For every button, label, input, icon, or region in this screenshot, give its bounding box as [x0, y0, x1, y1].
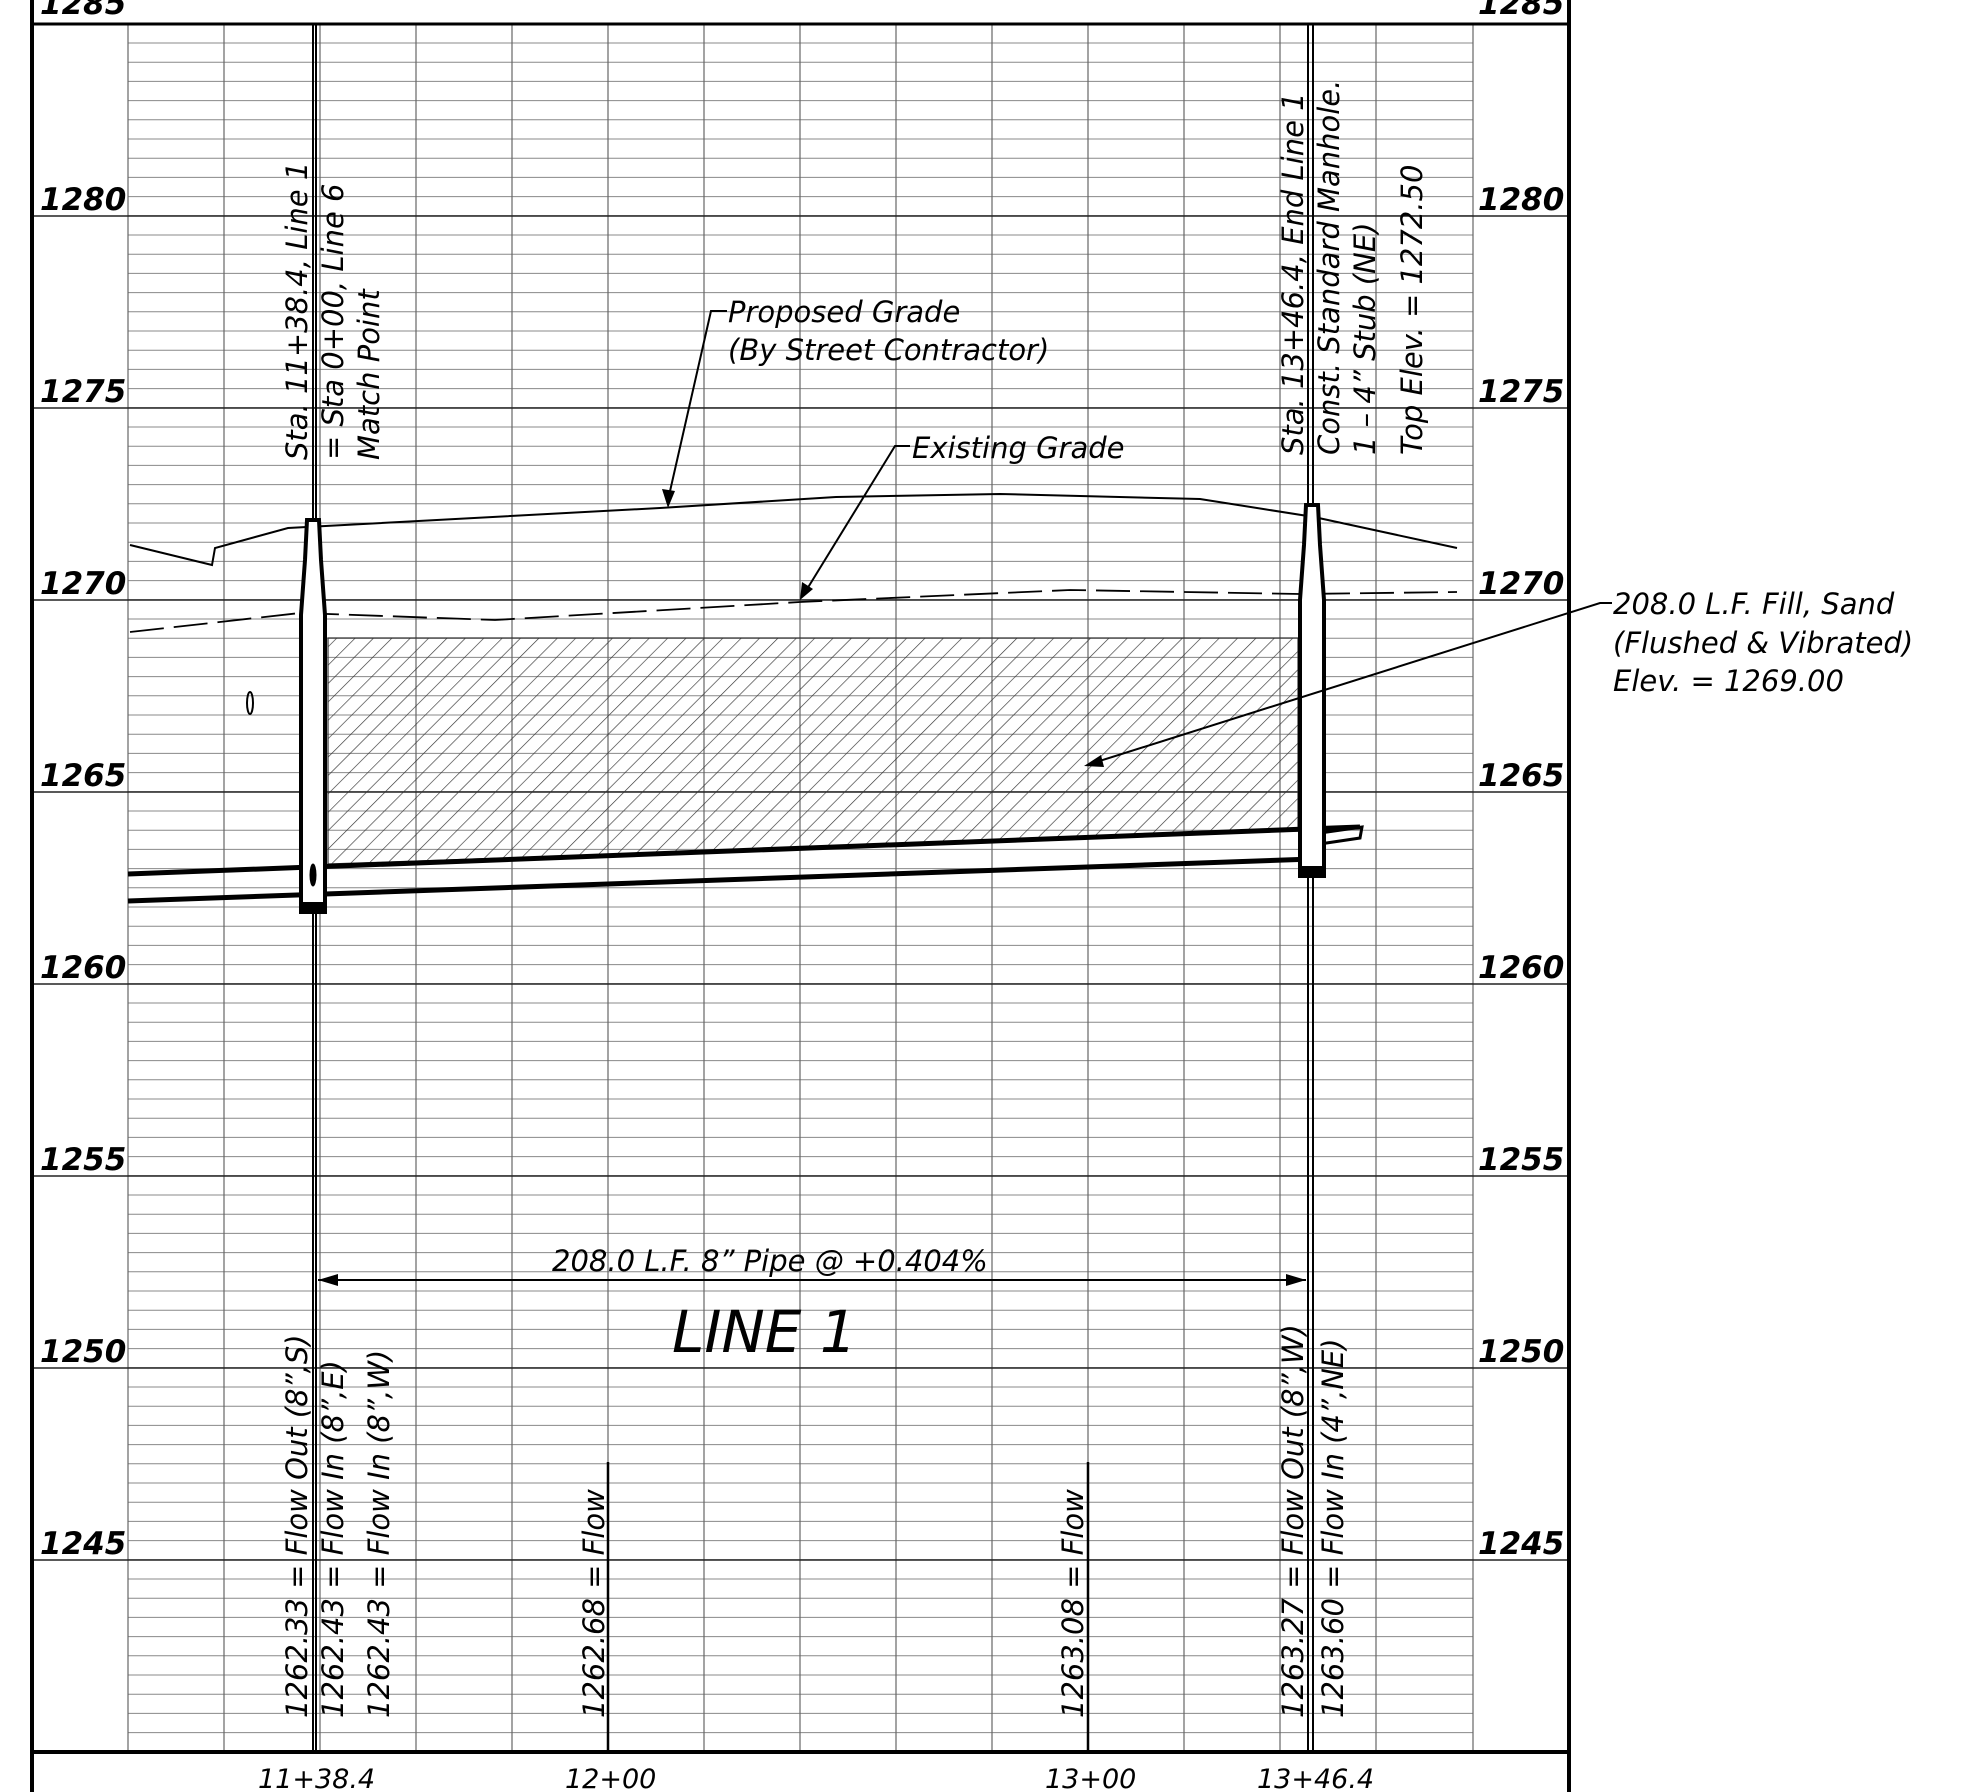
fill-note-line-1: 208.0 L.F. Fill, Sand: [1613, 587, 1895, 621]
grade-lines: [129, 492, 1458, 633]
leader-lines: [318, 310, 1612, 1286]
elev-label-1250: 1250: [40, 1334, 126, 1370]
stub-pipe: [1312, 825, 1364, 847]
elev-label-1265-right: 1265: [1478, 758, 1564, 794]
proposed-grade-arrowhead: [662, 489, 675, 508]
elev-label-1275: 1275: [40, 374, 126, 410]
elev-label-1245-right: 1245: [1478, 1526, 1564, 1562]
station-label-11-38-4: 11+38.4: [258, 1764, 375, 1792]
existing-grade-label: Existing Grade: [912, 431, 1125, 465]
dimension-arrow-left: [318, 1274, 338, 1286]
elev-label-1260-right: 1260: [1478, 950, 1564, 986]
elev-label-1260: 1260: [40, 950, 126, 986]
elev-label-1280: 1280: [40, 182, 126, 218]
flowline-labels: 1262.33 = Flow Out (8”,S) 1262.43 = Flow…: [280, 1324, 1350, 1718]
flowline-label-3: 1262.43 = Flow In (8”,W): [362, 1350, 396, 1718]
station-label-12-00: 12+00: [565, 1764, 656, 1792]
elev-label-1250-right: 1250: [1478, 1334, 1564, 1370]
proposed-grade-line: [129, 492, 1458, 567]
elev-label-1275-right: 1275: [1478, 374, 1564, 410]
elev-label-1255: 1255: [40, 1142, 126, 1178]
elev-label-1255-right: 1255: [1478, 1142, 1564, 1178]
existing-grade-arrowhead: [800, 582, 813, 600]
sand-fill-hatch: [327, 637, 1299, 865]
small-ellipse-mark: [246, 691, 254, 715]
start-manhole: [299, 518, 327, 914]
flowline-label-4: 1262.68 = Flow: [577, 1489, 611, 1718]
invert-mark: [309, 863, 317, 887]
fill-note-leader: [1089, 602, 1612, 765]
manhole-barrel: [1298, 503, 1326, 874]
existing-grade-line: [129, 589, 1458, 633]
station-label-13-46-4: 13+46.4: [1257, 1764, 1374, 1792]
manhole-barrel: [299, 518, 327, 910]
pipe-crown-line: [127, 824, 1361, 877]
elev-label-1285-partial-right: 1285: [1478, 0, 1564, 22]
proposed-grade-sublabel: (By Street Contractor): [728, 333, 1049, 367]
end-note-line-1: Sta. 13+46.4, End Line 1: [1276, 92, 1310, 455]
end-note-line-2: Const. Standard Manhole.: [1312, 80, 1346, 455]
existing-grade-leader: [803, 445, 910, 595]
elev-label-1265: 1265: [40, 758, 126, 794]
elevation-labels-right: 1280 1275 1270 1265 1260 1255 1250 1245 …: [1478, 0, 1564, 1562]
line-title: LINE 1: [672, 1298, 857, 1366]
proposed-grade-label: Proposed Grade: [728, 295, 960, 329]
fill-note-arrowhead: [1084, 755, 1104, 767]
station-label-13-00: 13+00: [1045, 1764, 1136, 1792]
end-structure-note: Sta. 13+46.4, End Line 1 Const. Standard…: [1276, 80, 1429, 455]
fill-note-line-3: Elev. = 1269.00: [1613, 664, 1844, 698]
grade-labels: Proposed Grade (By Street Contractor) Ex…: [728, 295, 1125, 465]
end-note-line-3: 1 – 4” Stub (NE): [1348, 222, 1382, 455]
dimension-arrow-right: [1286, 1274, 1306, 1286]
elev-label-1270: 1270: [40, 566, 126, 602]
elev-label-1285-partial: 1285: [40, 0, 126, 22]
elev-label-1245: 1245: [40, 1526, 126, 1562]
end-note-line-4: Top Elev. = 1272.50: [1395, 165, 1429, 455]
flowline-label-1: 1262.33 = Flow Out (8”,S): [280, 1334, 314, 1718]
manhole-structures: [246, 503, 1326, 914]
elev-label-1270-right: 1270: [1478, 566, 1564, 602]
flowline-label-2: 1262.43 = Flow In (8”,E): [316, 1360, 350, 1718]
start-note-line-3: Match Point: [352, 288, 386, 460]
manhole-base: [299, 902, 327, 914]
manhole-base: [1298, 866, 1326, 878]
proposed-grade-leader: [667, 310, 727, 501]
flowline-label-7: 1263.60 = Flow In (4”,NE): [1316, 1338, 1350, 1718]
elevation-labels-left: 1280 1275 1270 1265 1260 1255 1250 1245 …: [40, 0, 126, 1562]
end-manhole: [1298, 503, 1326, 878]
start-note-line-2: = Sta 0+00, Line 6: [316, 184, 350, 460]
sand-fill-area: [327, 637, 1299, 865]
flowline-label-6: 1263.27 = Flow Out (8”,W): [1276, 1324, 1310, 1718]
start-note-line-1: Sta. 11+38.4, Line 1: [280, 162, 314, 460]
start-structure-note: Sta. 11+38.4, Line 1 = Sta 0+00, Line 6 …: [280, 162, 386, 460]
station-labels: 11+38.4 12+00 13+00 13+46.4: [258, 1764, 1374, 1792]
pipe-callout: 208.0 L.F. 8” Pipe @ +0.404%: [552, 1244, 988, 1278]
fill-note-line-2: (Flushed & Vibrated): [1613, 626, 1913, 660]
elev-label-1280-right: 1280: [1478, 182, 1564, 218]
fill-note: 208.0 L.F. Fill, Sand (Flushed & Vibrate…: [1613, 587, 1913, 698]
flowline-label-5: 1263.08 = Flow: [1056, 1489, 1090, 1718]
